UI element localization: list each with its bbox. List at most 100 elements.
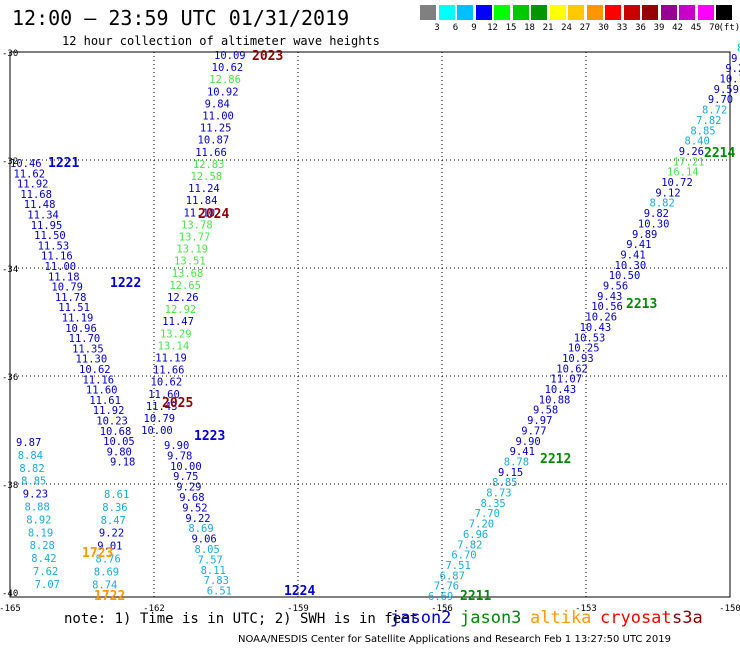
wave-height-value: 9.58 — [533, 405, 558, 417]
wave-height-value: 8.82 — [650, 198, 675, 210]
wave-height-value: 9.01 — [97, 541, 122, 553]
wave-height-value: 8.84 — [18, 450, 43, 462]
wave-height-value: 9.12 — [655, 187, 680, 199]
wave-height-value: 10.00 — [170, 461, 202, 473]
wave-height-value: 11.07 — [550, 374, 582, 386]
wave-height-value: 13.68 — [172, 268, 204, 280]
lon-label: -165 — [0, 604, 21, 614]
wave-height-value: 13.19 — [176, 244, 208, 256]
wave-height-value: 11.16 — [41, 251, 73, 263]
lon-label: -156 — [431, 604, 453, 614]
satellite-legend-item: s3a — [672, 608, 703, 628]
wave-height-value: 7.82 — [696, 115, 721, 127]
wave-height-value: 6.70 — [451, 550, 476, 562]
wave-height-value: 11.92 — [17, 179, 49, 191]
wave-height-value: 10.56 — [591, 301, 623, 313]
wave-height-value: 10.62 — [212, 62, 244, 74]
wave-height-value: 9.15 — [498, 467, 523, 479]
wave-height-value: 7.83 — [204, 575, 229, 587]
wave-height-value: 10.50 — [609, 270, 641, 282]
wave-height-value: 12.92 — [165, 304, 197, 316]
wave-height-value: 11.25 — [200, 123, 232, 135]
pass-id-label: 1222 — [110, 276, 141, 291]
wave-height-value: 9.22 — [99, 528, 124, 540]
wave-height-value: 7.51 — [445, 560, 470, 572]
wave-height-value: 11.47 — [162, 316, 194, 328]
wave-height-value: 10.26 — [585, 312, 617, 324]
wave-height-value: 11.66 — [195, 147, 227, 159]
wave-height-value: 9.77 — [521, 425, 546, 437]
wave-height-value: 8.85 — [21, 476, 46, 488]
wave-height-value: 13.14 — [158, 340, 190, 352]
pass-id-label: 2024 — [198, 207, 229, 222]
wave-height-value: 11.24 — [188, 183, 220, 195]
wave-height-value: 11.62 — [13, 168, 45, 180]
lat-label: -32 — [2, 157, 18, 167]
wave-height-value: 10.93 — [562, 353, 594, 365]
wave-height-value: 11.95 — [31, 220, 63, 232]
wave-height-value: 9.82 — [644, 208, 669, 220]
wave-height-value: 10.62 — [151, 377, 183, 389]
satellite-legend-item: jason2 — [390, 608, 452, 628]
color-scale-label: 36 — [635, 23, 646, 33]
wave-height-value: 9.87 — [16, 437, 41, 449]
pass-id-label: 1224 — [284, 584, 315, 599]
color-scale-label: 24 — [561, 23, 572, 33]
wave-height-value: 11.10 — [183, 207, 215, 219]
lon-label: -150 — [719, 604, 740, 614]
wave-height-value: 11.68 — [20, 189, 52, 201]
color-scale-label: 3 — [434, 23, 440, 33]
wave-height-value: 9.89 — [632, 229, 657, 241]
wave-height-value: 11.60 — [86, 385, 118, 397]
wave-height-value: 13.78 — [181, 219, 213, 231]
pass-id-label: 2212 — [540, 452, 571, 467]
wave-height-value: 12.86 — [209, 74, 241, 86]
color-swatch — [642, 5, 658, 20]
wave-height-value: 11.00 — [45, 261, 77, 273]
color-swatch — [512, 5, 529, 20]
color-swatch — [660, 5, 677, 20]
wave-height-value: 8.40 — [685, 136, 710, 148]
wave-height-value: 11.30 — [76, 354, 108, 366]
pass-id-label: 2214 — [704, 146, 735, 161]
pass-id-label: 2023 — [252, 49, 283, 64]
wave-height-value: 10.00 — [141, 425, 173, 437]
wave-height-value: 10.68 — [100, 426, 132, 438]
wave-height-value: 9.68 — [179, 492, 204, 504]
wave-height-value: 9.06 — [191, 534, 216, 546]
wave-height-value: 10.62 — [79, 364, 111, 376]
credit-line: NOAA/NESDIS Center for Satellite Applica… — [238, 634, 671, 645]
wave-height-value: 11.66 — [153, 365, 185, 377]
wave-height-value: 9.52 — [182, 502, 207, 514]
wave-height-value: 9.04 — [731, 53, 740, 65]
color-scale-label: 15 — [505, 23, 517, 33]
wave-height-value: 9.26 — [679, 146, 704, 158]
wave-height-value: 11.19 — [155, 353, 187, 365]
wave-height-value: 6.69 — [428, 591, 453, 603]
wave-height-value: 12.65 — [169, 280, 201, 292]
wave-height-value: 10.79 — [51, 282, 83, 294]
wave-height-value: 11.61 — [89, 395, 121, 407]
lat-label: -40 — [2, 589, 18, 599]
lat-label: -38 — [2, 481, 18, 491]
wave-height-value: 9.43 — [597, 291, 622, 303]
wave-height-value: 11.50 — [34, 230, 66, 242]
color-scale-label: 45 — [690, 23, 702, 33]
map-frame — [9, 51, 731, 598]
wave-height-value: 9.22 — [185, 513, 210, 525]
color-swatch — [549, 5, 566, 20]
wave-height-value: 10.30 — [638, 218, 670, 230]
color-scale-label: 42 — [672, 23, 683, 33]
wave-height-value: 10.30 — [615, 260, 647, 272]
wave-height-value: 8.35 — [480, 498, 505, 510]
wave-height-value: 9.84 — [205, 98, 230, 110]
pass-id-label: 1722 — [94, 589, 125, 604]
color-swatch — [697, 5, 714, 20]
color-swatch — [494, 5, 510, 20]
pass-id-label: 1723 — [82, 546, 113, 561]
wave-height-value: 6.87 — [440, 570, 465, 582]
wave-height-value: 8.85 — [492, 477, 517, 489]
wave-height-value: 10.62 — [556, 363, 588, 375]
wave-height-value: 10.96 — [65, 323, 97, 335]
